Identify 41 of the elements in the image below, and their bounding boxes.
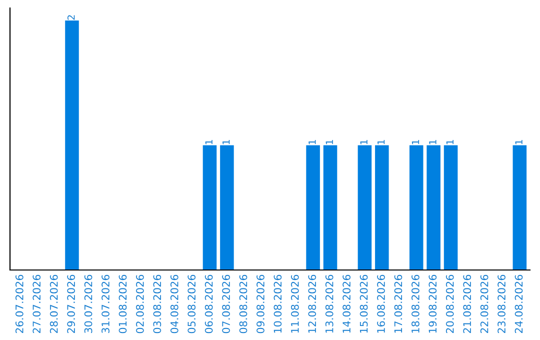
x-tick-label: 21.08.2026	[463, 274, 472, 334]
x-tick-label: 05.08.2026	[188, 274, 196, 334]
x-tick-label: 30.07.2026	[84, 274, 92, 334]
x-tick-label: 06.08.2026	[204, 274, 213, 334]
x-tick-label: 08.08.2026	[239, 274, 248, 334]
x-tick-label: 07.08.2026	[222, 274, 230, 334]
x-tick-label: 20.08.2026	[446, 274, 454, 334]
data-label: 1	[360, 140, 368, 144]
data-label: 1	[446, 140, 454, 144]
data-label: 1	[222, 140, 230, 144]
data-label: 1	[429, 140, 436, 144]
x-tick-label: 24.08.2026	[514, 274, 523, 334]
x-tick-label: 04.08.2026	[170, 274, 178, 334]
data-label: 1	[308, 140, 316, 144]
data-label: 1	[378, 140, 385, 144]
data-label: 2	[67, 15, 75, 20]
x-tick-label: 12.08.2026	[308, 274, 316, 333]
data-label: 1	[205, 140, 212, 144]
data-label: 1	[515, 140, 522, 144]
x-tick-label: 17.08.2026	[394, 274, 402, 333]
x-tick-label: 01.08.2026	[118, 274, 127, 334]
data-label: 1	[412, 140, 420, 144]
x-tick-label: 11.08.2026	[290, 274, 299, 333]
x-tick-label: 03.08.2026	[153, 274, 162, 334]
x-tick-label: 18.08.2026	[412, 274, 420, 333]
x-tick-label: 27.07.2026	[32, 274, 41, 334]
x-tick-label: 15.08.2026	[360, 274, 368, 333]
x-tick-label: 29.07.2026	[67, 274, 76, 334]
x-tick-label: 13.08.2026	[325, 274, 334, 333]
x-tick-label: 16.08.2026	[377, 274, 385, 333]
x-tick-label: 26.07.2026	[15, 274, 24, 334]
x-tick-label: 28.07.2026	[50, 274, 58, 334]
x-tick-label: 22.08.2026	[480, 274, 488, 334]
x-tick-label: 14.08.2026	[342, 274, 351, 333]
x-tick-label: 09.08.2026	[256, 274, 264, 334]
x-tick-label: 19.08.2026	[428, 274, 437, 333]
x-tick-label: 23.08.2026	[498, 274, 506, 334]
x-tick-label: 10.08.2026	[274, 274, 282, 333]
x-tick-label: 02.08.2026	[136, 274, 144, 334]
x-tick-label: 31.07.2026	[102, 274, 110, 334]
data-label: 1	[326, 140, 333, 144]
